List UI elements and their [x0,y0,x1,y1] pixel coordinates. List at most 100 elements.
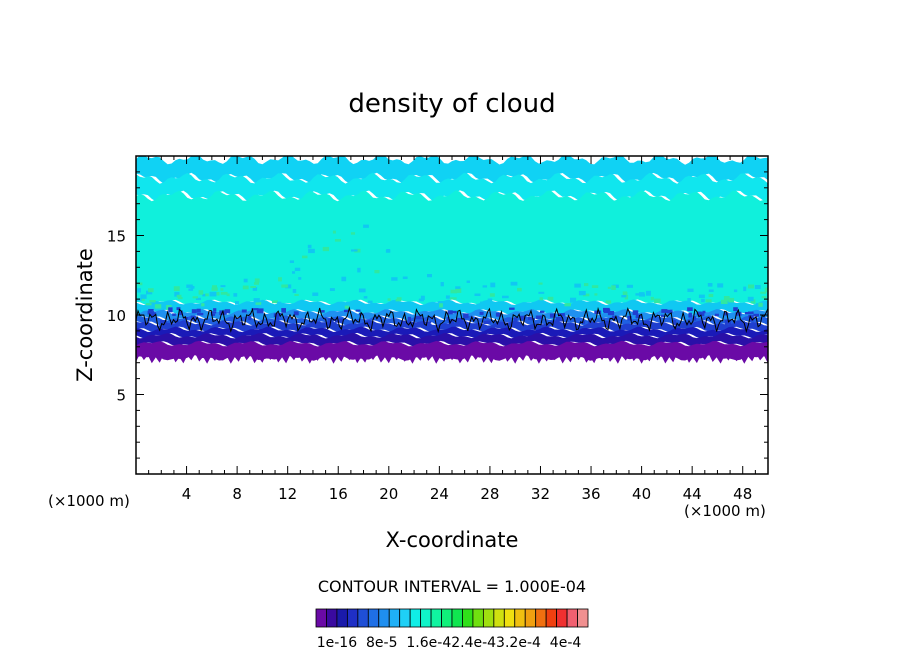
density-speckle [654,298,661,304]
density-speckle [538,291,545,294]
density-speckle [188,288,194,291]
density-speckle [367,300,373,304]
colorbar-swatch [535,608,547,628]
density-speckle [385,249,391,253]
density-speckle [201,303,205,307]
density-band [136,190,768,306]
colorbar-swatch [556,608,568,628]
x-tick-label: 8 [232,485,242,503]
x-unit-label-right: (×1000 m) [684,502,766,520]
density-speckle [338,318,344,322]
density-speckle [448,320,454,325]
density-speckle [564,303,571,307]
density-speckle [149,300,156,303]
density-speckle [607,286,611,289]
density-speckle [386,249,391,252]
density-speckle [400,320,406,325]
density-speckle [517,287,522,292]
density-speckle [538,282,543,285]
density-speckle [502,295,509,299]
density-speckle [466,280,471,283]
cloud-density-speckles [136,224,768,326]
density-band [136,320,768,333]
y-tick-label: 10 [107,307,126,325]
density-speckle [740,321,745,325]
density-speckle [724,312,729,316]
density-speckle [272,300,278,304]
density-speckle [728,297,735,303]
density-speckle [253,282,259,285]
density-speckle [391,277,398,281]
density-speckle [748,311,754,315]
density-speckle [307,244,312,249]
density-speckle [555,317,563,322]
density-speckle [205,293,209,297]
colorbar-swatch [482,608,495,628]
density-speckle [702,310,706,314]
density-speckle [154,304,162,309]
x-tick-label: 4 [182,485,192,503]
density-speckle [479,311,484,315]
density-speckle [407,316,412,322]
density-speckle [358,288,366,293]
density-speckle [216,291,220,296]
density-speckle [298,277,302,280]
density-speckle [626,284,634,288]
density-speckle [692,318,697,321]
colorbar-swatch [409,608,422,628]
density-speckle [607,311,615,316]
density-speckle [611,285,616,290]
colorbar-swatch [566,608,578,628]
density-speckle [721,302,727,307]
density-speckle [243,278,248,283]
density-speckle [692,316,697,319]
density-speckle [487,298,493,303]
density-speckle [294,293,299,296]
density-speckle [688,312,692,318]
density-speckle [720,299,728,305]
density-speckle [418,298,424,302]
density-speckle [321,310,325,313]
density-speckle [539,297,544,301]
density-speckle [660,314,665,317]
density-speckle [612,315,617,320]
density-speckle [344,309,349,313]
colorbar-swatch [378,608,390,628]
density-speckle [139,298,145,301]
x-axis-label: X-coordinate [386,528,519,552]
density-contour-line [136,306,768,334]
colorbar-swatch [503,608,516,628]
density-speckle [438,301,445,305]
colorbar-swatch [462,608,474,628]
density-speckle [226,293,230,297]
density-speckle [509,307,515,310]
density-speckle [427,274,432,278]
density-speckle [198,290,204,295]
density-speckle [293,311,299,316]
density-speckle [179,310,183,316]
density-speckle [242,285,249,290]
density-speckle [350,232,356,235]
density-speckle [172,313,176,316]
density-speckle [760,291,766,294]
density-speckle [708,289,714,292]
x-tick-label: 44 [683,485,702,503]
density-speckle [687,307,693,312]
density-speckle [186,284,193,288]
density-speckle [341,276,347,282]
density-speckle [285,284,292,289]
density-speckle [396,297,402,301]
density-speckle [374,270,380,274]
density-speckle [315,321,321,326]
density-speckle [534,306,542,311]
density-speckle [275,314,280,320]
density-speckle [241,309,247,313]
density-speckle [146,290,153,295]
density-speckle [252,287,258,291]
density-speckle [220,288,224,291]
density-speckle [159,320,167,324]
density-speckle [329,288,335,291]
x-unit-label-left: (×1000 m) [48,492,130,510]
density-speckle [447,310,453,315]
